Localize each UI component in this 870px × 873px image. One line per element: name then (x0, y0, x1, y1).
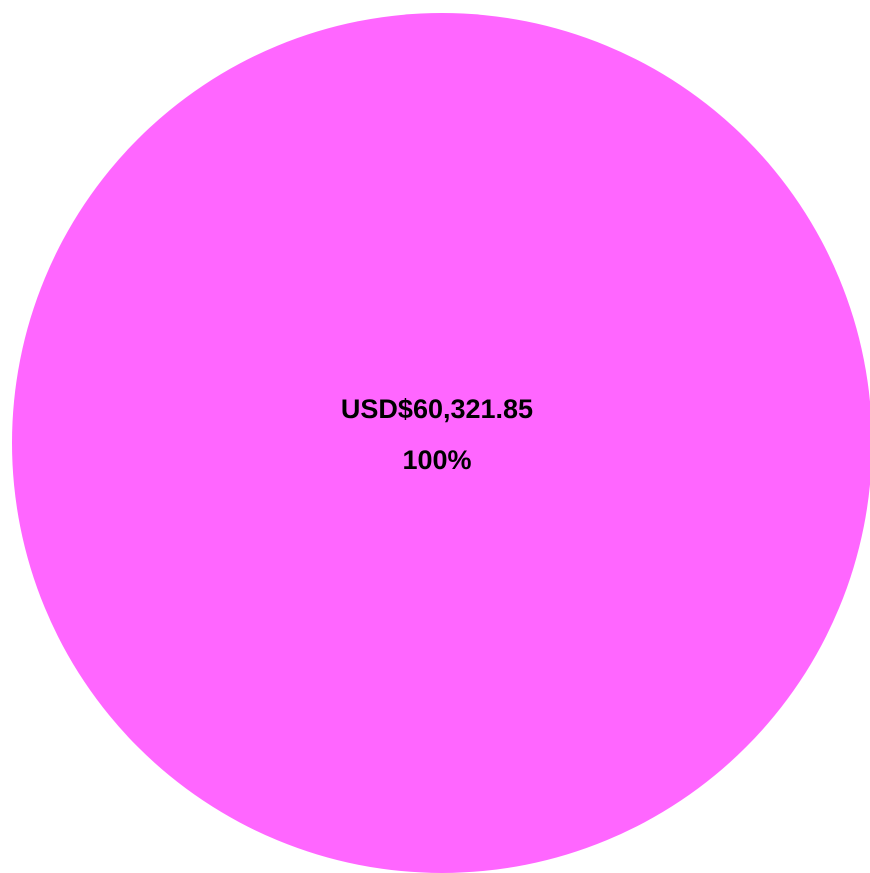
pie-slice (12, 13, 870, 873)
slice-percent-label: 100% (402, 445, 471, 475)
slice-amount-label: USD$60,321.85 (341, 394, 533, 424)
